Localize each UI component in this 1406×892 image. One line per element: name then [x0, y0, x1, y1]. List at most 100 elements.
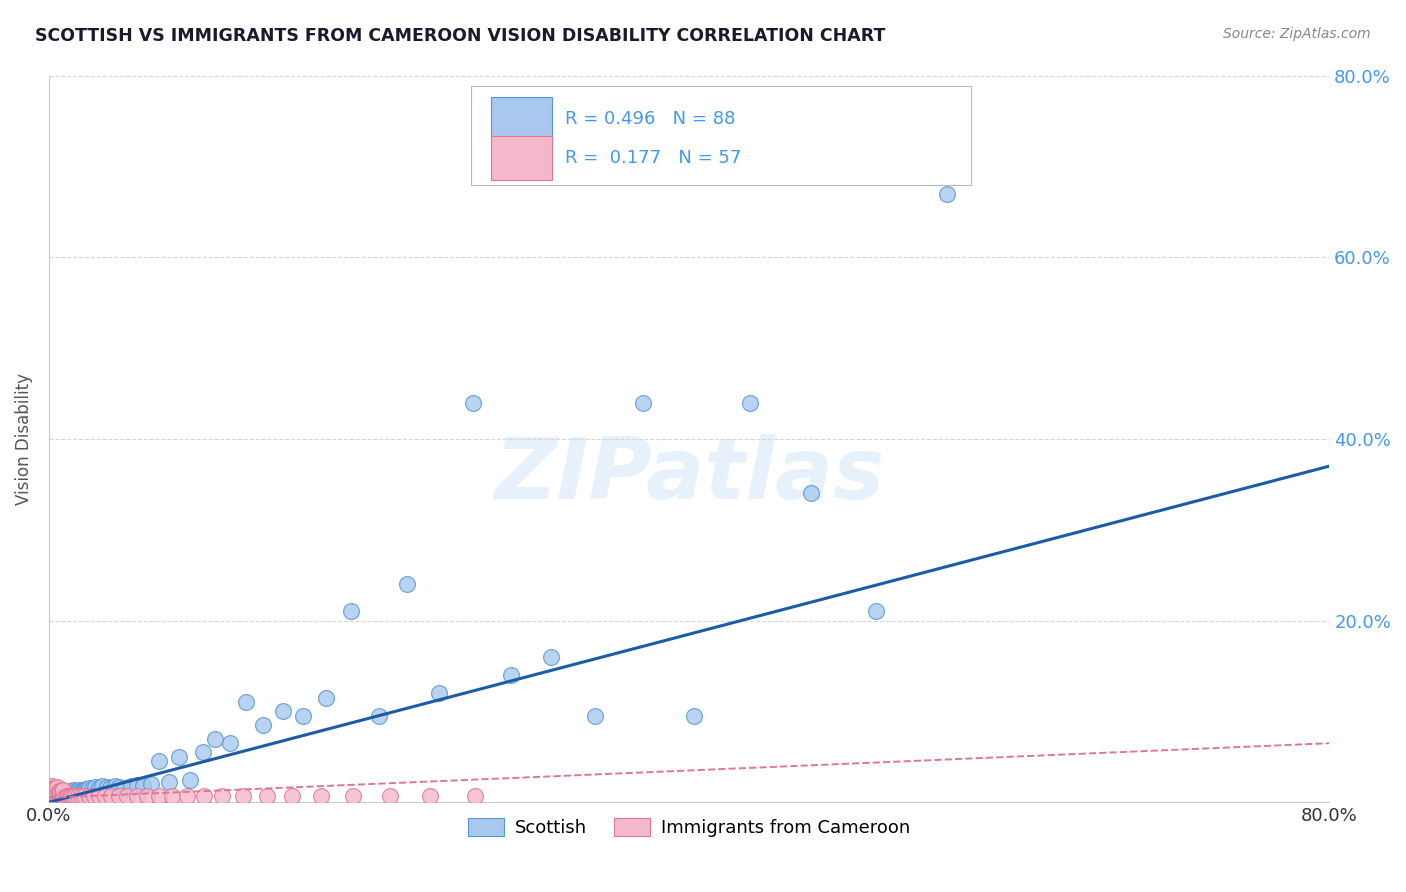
Point: [53, 789, 76, 804]
Text: R = 0.496   N = 88: R = 0.496 N = 88: [565, 110, 735, 128]
Point: [167, 749, 190, 764]
Point: [218, 736, 240, 750]
Point: [87, 789, 110, 803]
Point: [51, 789, 73, 804]
Point: [77, 780, 100, 795]
Point: [100, 789, 122, 803]
Point: [211, 789, 233, 803]
Point: [631, 395, 654, 409]
Point: [90, 779, 112, 793]
Point: [82, 781, 104, 796]
Point: [292, 709, 315, 723]
Point: [46, 790, 69, 805]
Point: [108, 789, 131, 803]
Point: [204, 731, 226, 746]
Point: [191, 745, 214, 759]
Y-axis label: Vision Disability: Vision Disability: [15, 373, 32, 505]
Point: [59, 785, 82, 799]
Point: [42, 780, 65, 795]
Point: [52, 787, 75, 801]
Point: [52, 789, 75, 804]
Point: [98, 780, 121, 795]
Point: [49, 789, 72, 804]
Point: [309, 789, 332, 803]
Point: [157, 775, 180, 789]
Point: [44, 790, 66, 805]
Point: [84, 780, 107, 794]
Point: [41, 779, 63, 793]
Point: [63, 789, 86, 803]
Point: [367, 709, 389, 723]
Text: ZIPatlas: ZIPatlas: [494, 434, 884, 516]
Point: [51, 792, 73, 806]
Point: [48, 792, 70, 806]
Point: [65, 784, 87, 798]
Point: [42, 786, 65, 800]
Point: [44, 790, 66, 805]
Point: [125, 778, 148, 792]
Point: [73, 783, 96, 797]
Point: [117, 789, 139, 803]
Point: [46, 786, 69, 800]
Point: [51, 783, 73, 797]
Point: [67, 783, 90, 797]
Legend: Scottish, Immigrants from Cameroon: Scottish, Immigrants from Cameroon: [461, 810, 918, 844]
FancyBboxPatch shape: [491, 97, 553, 141]
Point: [419, 789, 441, 803]
Point: [48, 784, 70, 798]
Point: [46, 791, 69, 805]
Point: [464, 789, 486, 803]
Point: [49, 784, 72, 798]
Point: [48, 790, 70, 805]
Point: [83, 789, 105, 803]
Point: [60, 788, 83, 802]
Point: [340, 605, 363, 619]
Point: [46, 787, 69, 801]
Point: [461, 395, 484, 409]
Text: R =  0.177   N = 57: R = 0.177 N = 57: [565, 149, 741, 167]
Point: [378, 789, 401, 803]
Point: [865, 605, 887, 619]
Point: [62, 783, 84, 797]
Point: [72, 782, 94, 797]
Point: [48, 788, 70, 802]
Point: [42, 791, 65, 805]
Point: [55, 789, 77, 803]
Point: [60, 784, 83, 798]
Point: [76, 782, 98, 797]
Point: [66, 789, 89, 803]
Point: [256, 789, 278, 803]
Point: [55, 786, 77, 800]
Point: [42, 790, 65, 805]
Point: [53, 792, 76, 806]
Point: [271, 705, 294, 719]
Point: [41, 791, 63, 805]
Point: [62, 787, 84, 801]
Point: [738, 395, 761, 409]
Point: [429, 686, 451, 700]
Point: [41, 782, 63, 797]
Point: [315, 690, 337, 705]
Point: [125, 789, 148, 803]
Point: [63, 786, 86, 800]
Point: [39, 788, 62, 802]
Point: [252, 718, 274, 732]
FancyBboxPatch shape: [491, 136, 553, 180]
Point: [55, 789, 77, 803]
Point: [48, 789, 70, 804]
Point: [44, 786, 66, 800]
Point: [59, 789, 82, 803]
Point: [46, 780, 69, 794]
Point: [77, 789, 100, 803]
Point: [193, 789, 215, 803]
Point: [41, 789, 63, 803]
Point: [39, 791, 62, 805]
Point: [70, 789, 93, 803]
Point: [583, 709, 606, 723]
Point: [342, 789, 364, 803]
Point: [800, 486, 823, 500]
Point: [44, 788, 66, 802]
Point: [52, 783, 75, 797]
Point: [41, 788, 63, 802]
Point: [683, 709, 706, 723]
